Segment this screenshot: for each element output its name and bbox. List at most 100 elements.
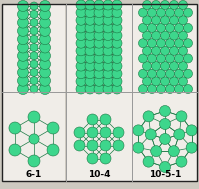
Circle shape bbox=[142, 31, 151, 40]
Circle shape bbox=[179, 77, 187, 86]
Circle shape bbox=[175, 69, 183, 78]
Circle shape bbox=[168, 146, 179, 157]
Circle shape bbox=[151, 1, 161, 9]
Circle shape bbox=[85, 61, 95, 71]
Circle shape bbox=[151, 77, 161, 86]
Circle shape bbox=[39, 84, 51, 94]
Circle shape bbox=[103, 69, 113, 79]
Circle shape bbox=[145, 129, 156, 140]
Circle shape bbox=[113, 127, 124, 138]
Circle shape bbox=[85, 23, 95, 33]
Circle shape bbox=[103, 46, 113, 56]
Circle shape bbox=[76, 76, 86, 86]
Circle shape bbox=[179, 31, 187, 40]
Circle shape bbox=[139, 39, 147, 48]
Circle shape bbox=[183, 8, 192, 17]
Circle shape bbox=[85, 38, 95, 48]
Circle shape bbox=[30, 43, 38, 51]
Circle shape bbox=[30, 85, 38, 93]
Circle shape bbox=[18, 1, 28, 12]
Circle shape bbox=[30, 52, 38, 60]
Circle shape bbox=[156, 8, 166, 17]
Circle shape bbox=[151, 146, 162, 157]
Circle shape bbox=[74, 140, 85, 151]
Circle shape bbox=[142, 77, 151, 86]
Circle shape bbox=[160, 105, 171, 116]
Circle shape bbox=[142, 16, 151, 25]
Circle shape bbox=[166, 69, 175, 78]
Circle shape bbox=[166, 23, 175, 32]
Circle shape bbox=[76, 69, 86, 79]
Circle shape bbox=[112, 46, 122, 56]
Circle shape bbox=[85, 31, 95, 41]
Circle shape bbox=[39, 1, 51, 12]
Bar bbox=[67, 4, 132, 92]
Circle shape bbox=[133, 142, 144, 153]
Circle shape bbox=[18, 42, 28, 53]
Circle shape bbox=[87, 114, 98, 125]
Circle shape bbox=[112, 8, 122, 18]
Circle shape bbox=[183, 23, 192, 32]
Circle shape bbox=[85, 84, 95, 94]
Circle shape bbox=[112, 61, 122, 71]
Circle shape bbox=[18, 75, 28, 86]
Circle shape bbox=[94, 31, 104, 41]
Circle shape bbox=[87, 127, 98, 138]
Circle shape bbox=[94, 61, 104, 71]
Circle shape bbox=[142, 1, 151, 9]
Circle shape bbox=[161, 16, 170, 25]
Circle shape bbox=[103, 15, 113, 25]
Circle shape bbox=[179, 62, 187, 70]
Circle shape bbox=[156, 69, 166, 78]
Circle shape bbox=[112, 23, 122, 33]
Circle shape bbox=[170, 77, 179, 86]
Circle shape bbox=[156, 54, 166, 63]
Circle shape bbox=[85, 0, 95, 10]
Circle shape bbox=[30, 27, 38, 35]
Circle shape bbox=[103, 84, 113, 94]
Circle shape bbox=[112, 31, 122, 41]
Circle shape bbox=[156, 23, 166, 32]
Circle shape bbox=[103, 23, 113, 33]
Circle shape bbox=[151, 62, 161, 70]
Circle shape bbox=[29, 134, 39, 144]
Circle shape bbox=[9, 144, 21, 156]
Circle shape bbox=[39, 42, 51, 53]
Circle shape bbox=[147, 84, 156, 94]
Circle shape bbox=[76, 53, 86, 64]
Circle shape bbox=[183, 84, 192, 94]
Circle shape bbox=[39, 67, 51, 78]
Circle shape bbox=[183, 54, 192, 63]
Circle shape bbox=[18, 84, 28, 94]
Circle shape bbox=[94, 15, 104, 25]
Circle shape bbox=[160, 133, 171, 145]
Circle shape bbox=[147, 8, 156, 17]
Circle shape bbox=[179, 1, 187, 9]
Circle shape bbox=[18, 50, 28, 61]
Circle shape bbox=[74, 127, 85, 138]
Circle shape bbox=[47, 144, 59, 156]
Circle shape bbox=[103, 61, 113, 71]
Text: 10-5-1: 10-5-1 bbox=[149, 170, 181, 179]
Circle shape bbox=[175, 23, 183, 32]
Circle shape bbox=[170, 16, 179, 25]
Circle shape bbox=[30, 19, 38, 27]
Circle shape bbox=[103, 38, 113, 48]
Circle shape bbox=[30, 60, 38, 68]
Circle shape bbox=[30, 68, 38, 76]
Circle shape bbox=[112, 76, 122, 86]
Circle shape bbox=[151, 46, 161, 55]
Circle shape bbox=[18, 17, 28, 28]
Circle shape bbox=[94, 69, 104, 79]
Circle shape bbox=[9, 122, 21, 134]
Circle shape bbox=[170, 1, 179, 9]
Circle shape bbox=[179, 46, 187, 55]
Circle shape bbox=[147, 23, 156, 32]
Circle shape bbox=[170, 31, 179, 40]
Circle shape bbox=[103, 8, 113, 18]
Circle shape bbox=[18, 9, 28, 20]
Circle shape bbox=[139, 23, 147, 32]
Circle shape bbox=[139, 8, 147, 17]
Circle shape bbox=[175, 39, 183, 48]
Bar bbox=[2, 4, 65, 92]
